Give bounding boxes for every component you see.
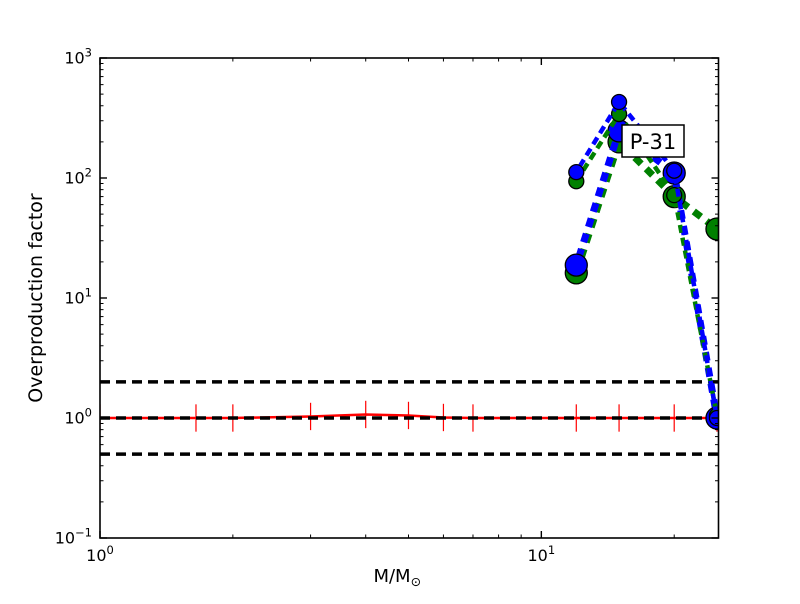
series-low-mass-models-red <box>100 400 718 432</box>
y-axis-tick-label: 10−1 <box>55 526 92 548</box>
annotation-label: P-31 <box>630 130 677 154</box>
series-marker <box>610 93 628 111</box>
y-axis-tick-label: 102 <box>64 166 92 188</box>
x-axis-tick-label: 100 <box>86 543 114 565</box>
y-axis-title: Overproduction factor <box>25 193 47 403</box>
series-line <box>574 109 719 416</box>
x-axis-tick-label: 101 <box>528 543 556 565</box>
annotation: P-31 <box>621 124 685 158</box>
y-axis-tick-label: 103 <box>64 46 92 68</box>
axis-ticks <box>99 57 719 539</box>
y-axis-tick-label: 100 <box>64 406 92 428</box>
y-axis-tick-label: 101 <box>64 286 92 308</box>
series-marker <box>564 253 588 277</box>
annotation-box <box>621 124 685 158</box>
series-marker <box>705 217 719 241</box>
x-axis-title: M/M⊙ <box>373 566 421 589</box>
series-marker <box>568 163 585 181</box>
series-marker <box>666 162 683 179</box>
